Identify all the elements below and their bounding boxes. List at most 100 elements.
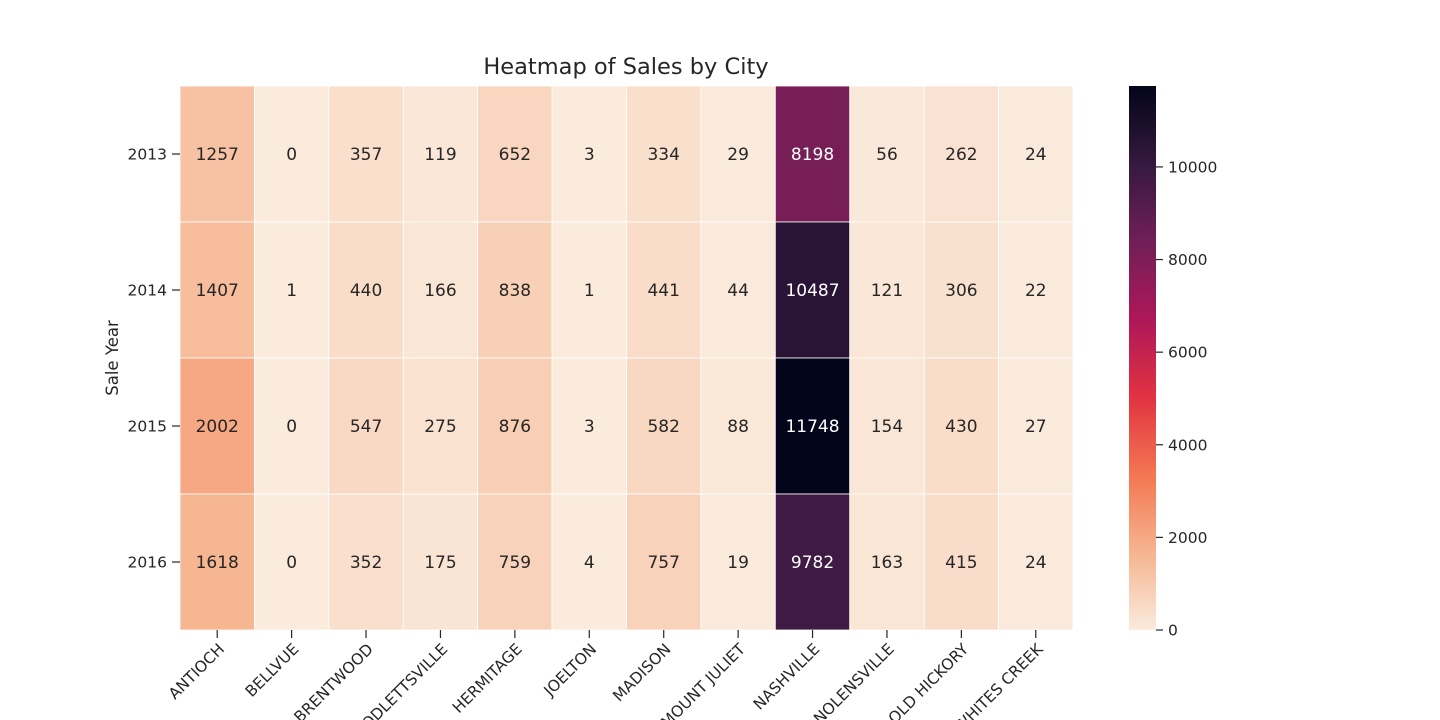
x-tick-label: BRENTWOOD — [291, 640, 377, 720]
heatmap-cell — [179, 493, 255, 631]
heatmap-cell — [700, 221, 776, 359]
heatmap-cell — [849, 85, 925, 223]
cell-value-label: 357 — [350, 145, 382, 165]
cell-value-label: 441 — [647, 281, 679, 301]
cell-value-label: 44 — [727, 281, 749, 301]
heatmap-cell — [179, 357, 255, 495]
cell-value-label: 1 — [584, 281, 595, 301]
colorbar-tick-label: 6000 — [1168, 344, 1207, 362]
cell-value-label: 838 — [499, 281, 531, 301]
x-tick-label: OLD HICKORY — [885, 640, 973, 720]
colorbar-tick-label: 8000 — [1168, 251, 1207, 269]
cell-value-label: 440 — [350, 281, 382, 301]
cell-value-label: 430 — [945, 417, 977, 437]
colorbar-gradient — [1129, 86, 1156, 630]
x-tick-label: ANTIOCH — [165, 640, 228, 703]
heatmap-cell — [328, 357, 404, 495]
y-tick-label: 2013 — [128, 146, 167, 164]
cell-value-label: 0 — [286, 553, 297, 573]
cell-value-label: 334 — [647, 145, 679, 165]
heatmap-cell — [626, 493, 702, 631]
cell-value-label: 759 — [499, 553, 531, 573]
cell-value-label: 24 — [1025, 145, 1047, 165]
colorbar-tick-label: 0 — [1168, 622, 1178, 640]
colorbar: 0 2000 4000 6000 8000 10000 — [1129, 86, 1217, 640]
cell-value-label: 757 — [647, 553, 679, 573]
colorbar-tick-label: 10000 — [1168, 158, 1217, 176]
heatmap-cell — [402, 357, 479, 495]
heatmap-cell — [923, 357, 999, 495]
colorbar-tick-label: 2000 — [1168, 529, 1207, 547]
x-tick-label: JOELTON — [540, 640, 600, 700]
y-axis-label: Sale Year — [103, 320, 122, 396]
heatmap-cell — [179, 221, 255, 359]
cell-value-label: 1257 — [196, 145, 239, 165]
heatmap-cell — [254, 493, 330, 631]
cell-value-label: 10487 — [785, 281, 839, 301]
cell-value-label: 0 — [286, 145, 297, 165]
cell-value-label: 3 — [584, 145, 595, 165]
cell-value-label: 1 — [286, 281, 297, 301]
heatmap-cell — [402, 493, 479, 631]
cell-value-label: 876 — [499, 417, 531, 437]
cell-value-label: 3 — [584, 417, 595, 437]
y-tick-label: 2015 — [128, 418, 167, 436]
heatmap-cell — [849, 221, 925, 359]
heatmap-cell — [998, 85, 1074, 223]
heatmap-cell — [998, 493, 1074, 631]
heatmap-cell — [774, 493, 851, 631]
heatmap-cell — [402, 221, 479, 359]
cell-value-label: 166 — [424, 281, 456, 301]
x-tick-label: HERMITAGE — [449, 640, 526, 717]
cell-value-label: 154 — [871, 417, 903, 437]
cell-value-label: 415 — [945, 553, 977, 573]
heatmap-cell — [477, 85, 553, 223]
cell-value-label: 4 — [584, 553, 595, 573]
cell-value-label: 1618 — [196, 553, 239, 573]
chart-title: Heatmap of Sales by City — [483, 54, 768, 80]
x-tick-label: BELLVUE — [242, 640, 303, 701]
cell-value-label: 652 — [499, 145, 531, 165]
cell-value-label: 163 — [871, 553, 903, 573]
cell-value-label: 0 — [286, 417, 297, 437]
heatmap-cell — [328, 493, 404, 631]
heatmap-cell — [328, 221, 404, 359]
cell-value-label: 275 — [424, 417, 456, 437]
x-tick-label: NOLENSVILLE — [810, 640, 898, 720]
cell-value-label: 9782 — [791, 553, 834, 573]
cell-value-label: 11748 — [785, 417, 839, 437]
x-tick-label: NASHVILLE — [750, 640, 823, 713]
cell-value-label: 24 — [1025, 553, 1047, 573]
cell-value-label: 88 — [727, 417, 749, 437]
cell-value-label: 352 — [350, 553, 382, 573]
cell-value-label: 2002 — [196, 417, 239, 437]
heatmap-cell — [700, 85, 776, 223]
heatmap-cell — [998, 221, 1074, 359]
y-axis: 2013 2014 2015 2016 — [128, 146, 180, 572]
heatmap-cell — [774, 221, 851, 359]
heatmap-cell — [923, 221, 999, 359]
colorbar-tick-label: 4000 — [1168, 436, 1207, 454]
heatmap-cell — [402, 85, 479, 223]
heatmap-cell — [626, 357, 702, 495]
y-tick-label: 2016 — [128, 554, 167, 572]
cell-value-label: 56 — [876, 145, 898, 165]
cell-value-label: 27 — [1025, 417, 1047, 437]
heatmap-cell — [254, 85, 330, 223]
cell-value-label: 8198 — [791, 145, 834, 165]
heatmap-cell — [998, 357, 1074, 495]
cell-value-label: 19 — [727, 553, 749, 573]
cell-value-label: 22 — [1025, 281, 1047, 301]
heatmap-cell — [179, 85, 255, 223]
heatmap-cell — [551, 85, 627, 223]
heatmap-cell — [626, 221, 702, 359]
heatmap-cell — [328, 85, 404, 223]
x-tick-label: MADISON — [609, 640, 674, 705]
heatmap-cell — [477, 221, 553, 359]
cell-value-label: 121 — [871, 281, 903, 301]
cell-value-label: 29 — [727, 145, 749, 165]
cell-value-label: 547 — [350, 417, 382, 437]
